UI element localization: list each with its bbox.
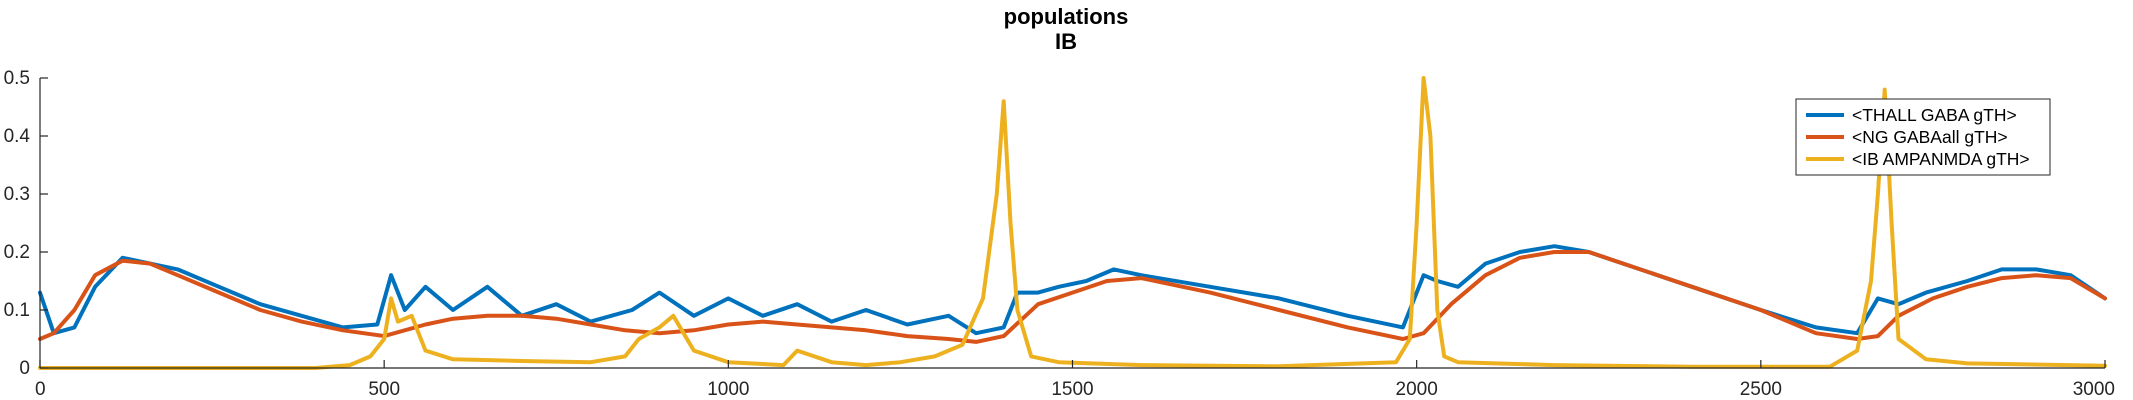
x-tick-label: 500 [368,379,400,400]
chart-title: populations [1004,4,1129,29]
series-line-1 [38,244,2107,336]
y-tick-label: 0.1 [4,300,30,321]
series-lines [38,76,2107,370]
x-tick-label: 1500 [1051,379,1093,400]
x-tick-label: 2000 [1396,379,1438,400]
chart-subtitle: IB [1055,29,1077,54]
legend-label: <THALL GABA gTH> [1852,105,2017,125]
y-tick-label: 0.5 [4,68,30,89]
y-tick-label: 0.3 [4,184,30,205]
series-line-2 [38,250,2107,344]
x-tick-label: 1000 [707,379,749,400]
legend-label: <NG GABAall gTH> [1852,127,2008,147]
series-line-3 [38,76,2107,370]
x-tick-label: 3000 [2073,379,2115,400]
legend-label: <IB AMPANMDA gTH> [1852,149,2030,169]
x-tick-label: 2500 [1740,379,1782,400]
axes [39,77,2106,369]
chart-title-group: populations IB [1004,4,1129,54]
y-tick-label: 0.2 [4,242,30,263]
tick-labels: 0 500 1000 1500 2000 2500 3000 0 0.1 0.2 0.3 0.4 0.5 [4,68,2115,400]
y-tick-label: 0.4 [4,126,31,147]
x-tick-label: 0 [35,379,46,400]
y-tick-label: 0 [19,358,30,379]
legend: <THALL GABA gTH><NG GABAall gTH><IB AMPA… [1795,98,2051,176]
